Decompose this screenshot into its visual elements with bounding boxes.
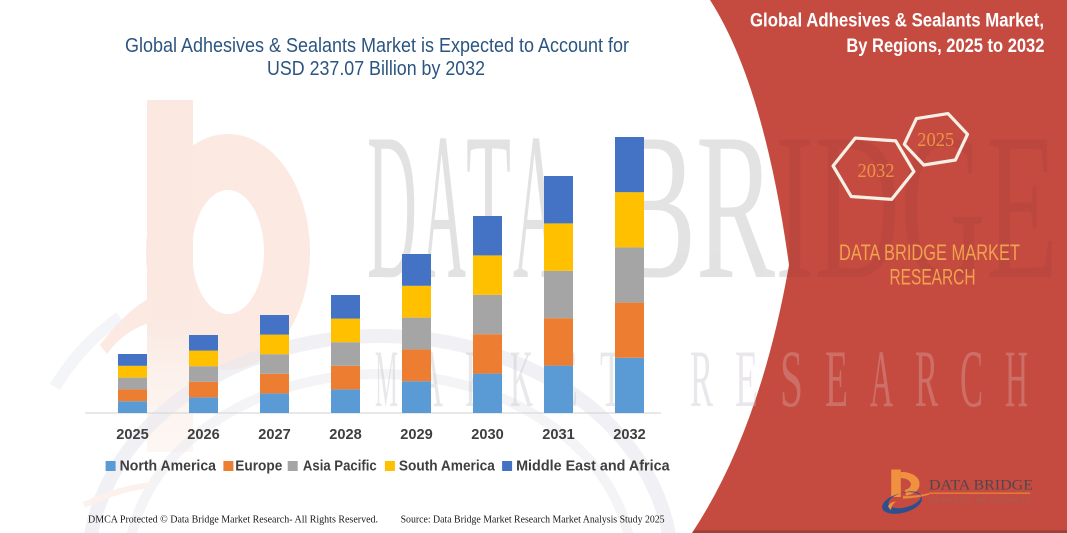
svg-text:2032: 2032 — [858, 160, 895, 182]
svg-text:Middle East and Africa: Middle East and Africa — [516, 457, 670, 474]
svg-text:Global Adhesives & Sealants Ma: Global Adhesives & Sealants Market, — [750, 10, 1044, 31]
svg-text:2028: 2028 — [329, 427, 362, 443]
svg-text:2031: 2031 — [542, 427, 575, 443]
svg-text:Source: Data Bridge Market Res: Source: Data Bridge Market Research Mark… — [401, 514, 665, 526]
svg-text:DATA BRIDGE MARKET: DATA BRIDGE MARKET — [839, 240, 1020, 265]
svg-text:By Regions, 2025 to 2032: By Regions, 2025 to 2032 — [846, 36, 1044, 57]
svg-text:2030: 2030 — [471, 427, 504, 443]
svg-text:K: K — [510, 333, 533, 424]
svg-text:E: E — [825, 333, 848, 424]
svg-text:Global Adhesives & Sealants Ma: Global Adhesives & Sealants Market is Ex… — [125, 35, 629, 57]
svg-text:E: E — [735, 333, 758, 424]
svg-text:MARKET RESEARCH: MARKET RESEARCH — [930, 497, 1030, 505]
svg-text:USD 237.07 Billion by 2032: USD 237.07 Billion by 2032 — [267, 58, 485, 80]
svg-text:2029: 2029 — [400, 427, 433, 443]
svg-text:DATA BRIDGE: DATA BRIDGE — [929, 478, 1033, 494]
svg-text:2027: 2027 — [258, 427, 291, 443]
svg-text:2025: 2025 — [116, 427, 149, 443]
svg-text:2025: 2025 — [917, 129, 954, 151]
svg-text:S: S — [780, 333, 803, 424]
svg-text:DMCA Protected © Data Bridge M: DMCA Protected © Data Bridge Market Rese… — [88, 514, 378, 526]
svg-text:RESEARCH: RESEARCH — [890, 265, 976, 290]
svg-text:2032: 2032 — [613, 427, 646, 443]
svg-text:M: M — [375, 333, 398, 424]
svg-text:2026: 2026 — [187, 427, 220, 443]
svg-text:Europe: Europe — [235, 457, 282, 474]
svg-text:South America: South America — [399, 457, 496, 474]
svg-text:C: C — [960, 333, 983, 424]
svg-text:H: H — [1005, 333, 1028, 424]
svg-text:A: A — [870, 333, 893, 424]
svg-text:R: R — [690, 333, 713, 424]
svg-text:R: R — [915, 333, 938, 424]
svg-text:Asia Pacific: Asia Pacific — [303, 457, 377, 474]
svg-text:BRIDGE: BRIDGE — [617, 91, 1058, 323]
svg-text:North America: North America — [120, 457, 217, 474]
